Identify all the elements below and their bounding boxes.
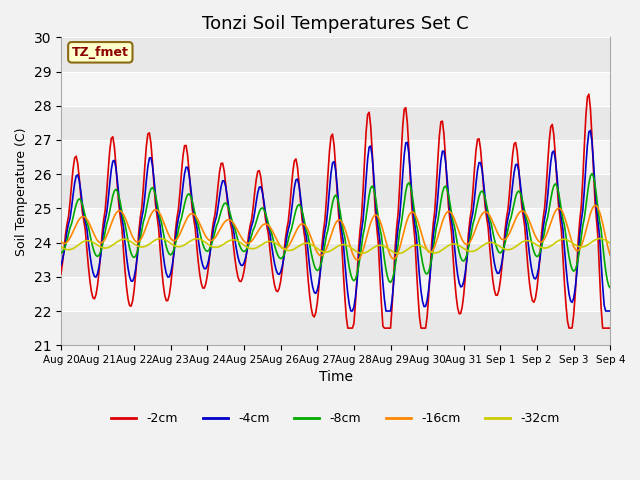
Bar	[61, 242, 611, 277]
Legend: -2cm, -4cm, -8cm, -16cm, -32cm: -2cm, -4cm, -8cm, -16cm, -32cm	[106, 407, 564, 430]
Bar	[61, 106, 611, 140]
Title: Tonzi Soil Temperatures Set C: Tonzi Soil Temperatures Set C	[202, 15, 469, 33]
X-axis label: Time: Time	[319, 371, 353, 384]
Bar	[61, 72, 611, 106]
Bar	[61, 311, 611, 345]
Text: TZ_fmet: TZ_fmet	[72, 46, 129, 59]
Bar	[61, 140, 611, 174]
Y-axis label: Soil Temperature (C): Soil Temperature (C)	[15, 127, 28, 255]
Bar	[61, 37, 611, 72]
Bar	[61, 174, 611, 208]
Bar	[61, 277, 611, 311]
Bar	[61, 208, 611, 242]
